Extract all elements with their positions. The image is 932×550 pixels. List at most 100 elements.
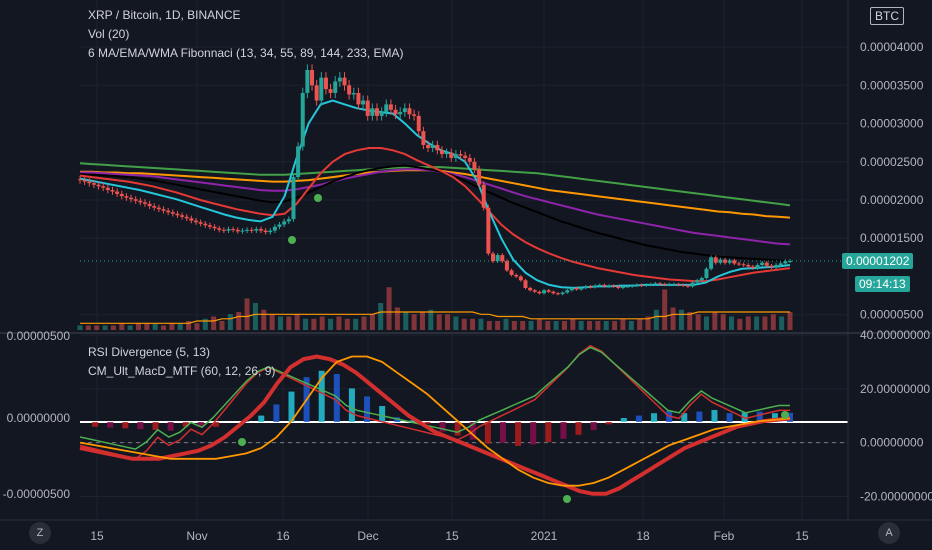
- ma13-line: [79, 99, 791, 289]
- volume-bar: [311, 318, 317, 330]
- zoom-button[interactable]: Z: [29, 522, 51, 544]
- candle-body: [412, 114, 417, 116]
- candle-body: [323, 77, 328, 90]
- volume-bar: [353, 318, 359, 330]
- candles[interactable]: [78, 64, 792, 296]
- candle-body: [509, 270, 514, 275]
- price-tick-label: 0.00002000: [860, 193, 924, 207]
- volume-bar: [161, 325, 167, 330]
- volume-bar: [603, 321, 609, 330]
- volume-bar: [637, 318, 643, 330]
- macd-histogram-bar: [711, 410, 718, 422]
- ma233-line: [79, 162, 791, 207]
- candle-body: [421, 131, 426, 145]
- candle-body: [374, 108, 379, 116]
- volume-bar: [678, 309, 684, 330]
- osc-tick-label: 0.00000000: [860, 436, 924, 450]
- volume-bar: [394, 307, 400, 330]
- grid: [80, 0, 848, 520]
- macd-histogram-bar: [696, 411, 703, 422]
- candle-body: [528, 287, 533, 291]
- symbol-title: XRP / Bitcoin, 1D, BINANCE: [88, 8, 241, 22]
- macd-histogram-bar: [379, 406, 386, 422]
- candle-body: [788, 261, 792, 263]
- volume-legend: Vol (20): [88, 27, 130, 41]
- candle-body: [198, 222, 203, 224]
- macd-histogram-bar: [122, 422, 129, 429]
- candle-body: [166, 210, 171, 213]
- candle-body: [156, 207, 161, 210]
- candle-body: [245, 229, 250, 231]
- candle-body: [416, 115, 421, 132]
- volume-bar: [294, 314, 300, 330]
- candle-body: [495, 255, 500, 262]
- volume-bar: [361, 316, 367, 330]
- candle-body: [634, 284, 639, 286]
- volume-bar: [528, 321, 534, 330]
- macd-histogram-bar: [651, 413, 658, 422]
- auto-scale-button[interactable]: A: [878, 522, 900, 544]
- candle-body: [620, 286, 625, 288]
- candle-body: [611, 285, 616, 287]
- macd-histogram-bar: [152, 422, 159, 430]
- volume-bar: [587, 321, 593, 330]
- candle-body: [463, 155, 468, 158]
- candle-body: [365, 100, 370, 116]
- candle-body: [254, 229, 259, 231]
- candle-body: [426, 144, 431, 148]
- candle-body: [101, 186, 106, 188]
- candle-body: [449, 152, 454, 158]
- ma144-line: [80, 169, 791, 219]
- macd-histogram-bar: [575, 422, 582, 435]
- macd-histogram-bar: [771, 413, 778, 422]
- candle-body: [764, 262, 769, 266]
- volume-bar: [561, 321, 567, 330]
- candle-body: [356, 92, 361, 105]
- volume-bar: [770, 314, 776, 330]
- price-tick-label: 0.00000500: [860, 308, 924, 322]
- volume-bar: [670, 307, 676, 330]
- macd-histogram-bar: [515, 422, 522, 446]
- volume-bar: [687, 312, 693, 330]
- macd-histogram-bar: [484, 422, 491, 444]
- candle-body: [370, 108, 375, 116]
- candle-body: [361, 100, 366, 105]
- candle-body: [644, 284, 649, 286]
- rsi-signal-line: [79, 346, 790, 450]
- macd-histogram-bar: [605, 422, 612, 425]
- candle-body: [551, 291, 556, 294]
- volume-bar: [177, 323, 183, 330]
- volume-bar: [779, 316, 785, 330]
- cross-dot: [238, 438, 246, 446]
- volume-bar: [261, 309, 267, 330]
- candle-body: [671, 284, 676, 286]
- candle-body: [653, 283, 658, 285]
- price-tick-label: 0.00003500: [860, 78, 924, 92]
- macd-signal-thick: [79, 354, 791, 496]
- candle-body: [138, 200, 143, 203]
- oscillator-pane[interactable]: [79, 194, 848, 503]
- volume-bar: [277, 316, 283, 330]
- volume-bar: [445, 314, 451, 330]
- candle-body: [491, 253, 496, 262]
- time-tick-label: 15: [445, 529, 459, 543]
- macd-tick-label: 0.00000500: [7, 329, 71, 343]
- volume-bar: [369, 314, 375, 330]
- candle-body: [583, 286, 588, 288]
- volume-bar: [436, 314, 442, 330]
- cross-dot: [314, 194, 322, 202]
- currency-badge[interactable]: BTC: [870, 7, 904, 25]
- volume-bar: [110, 325, 116, 330]
- candle-body: [439, 150, 444, 155]
- volume-ma-line: [80, 311, 790, 324]
- macd-histogram-bar: [212, 422, 219, 427]
- volume-bar: [511, 321, 517, 330]
- macd-histogram-bar: [454, 422, 461, 436]
- volume-bar: [127, 325, 133, 330]
- macd-histogram-bar: [590, 422, 597, 430]
- candle-body: [593, 285, 598, 288]
- volume-bar: [520, 321, 526, 330]
- macd-histogram-bar: [756, 411, 763, 422]
